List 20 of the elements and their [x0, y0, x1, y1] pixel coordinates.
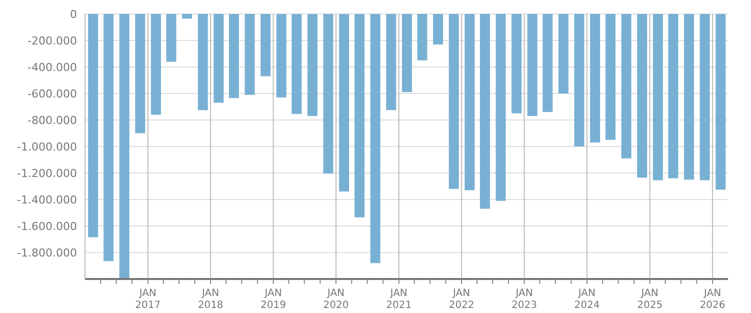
x-tick-label: JAN 2019 — [260, 288, 286, 311]
y-tick-label: -1.600.000 — [17, 220, 77, 233]
x-tick-label: JAN 2021 — [386, 288, 412, 311]
y-tick-label: -400.000 — [28, 60, 77, 74]
x-tick-label: JAN 2023 — [512, 288, 537, 311]
x-tick-label: JAN 2022 — [448, 288, 474, 311]
y-tick-label: -1.000.000 — [17, 140, 77, 154]
x-tick-label: JAN 2018 — [198, 288, 224, 311]
x-tick-label: JAN 2024 — [574, 288, 600, 311]
y-tick-label: -1.400.000 — [17, 193, 77, 206]
y-tick-label: -1.200.000 — [17, 166, 77, 180]
y-tick-label: -600.000 — [28, 87, 77, 100]
y-tick-label: -1.800.000 — [17, 246, 77, 260]
x-tick-label: JAN 2026 — [700, 288, 726, 311]
y-tick-label: -800.000 — [28, 114, 77, 127]
x-tick-label: JAN 2020 — [323, 288, 349, 311]
x-tick-label: JAN 2025 — [637, 288, 663, 311]
x-tick-label: JAN 2017 — [135, 288, 161, 311]
y-tick-label: 0 — [70, 8, 77, 21]
y-tick-label: -200.000 — [28, 34, 77, 48]
